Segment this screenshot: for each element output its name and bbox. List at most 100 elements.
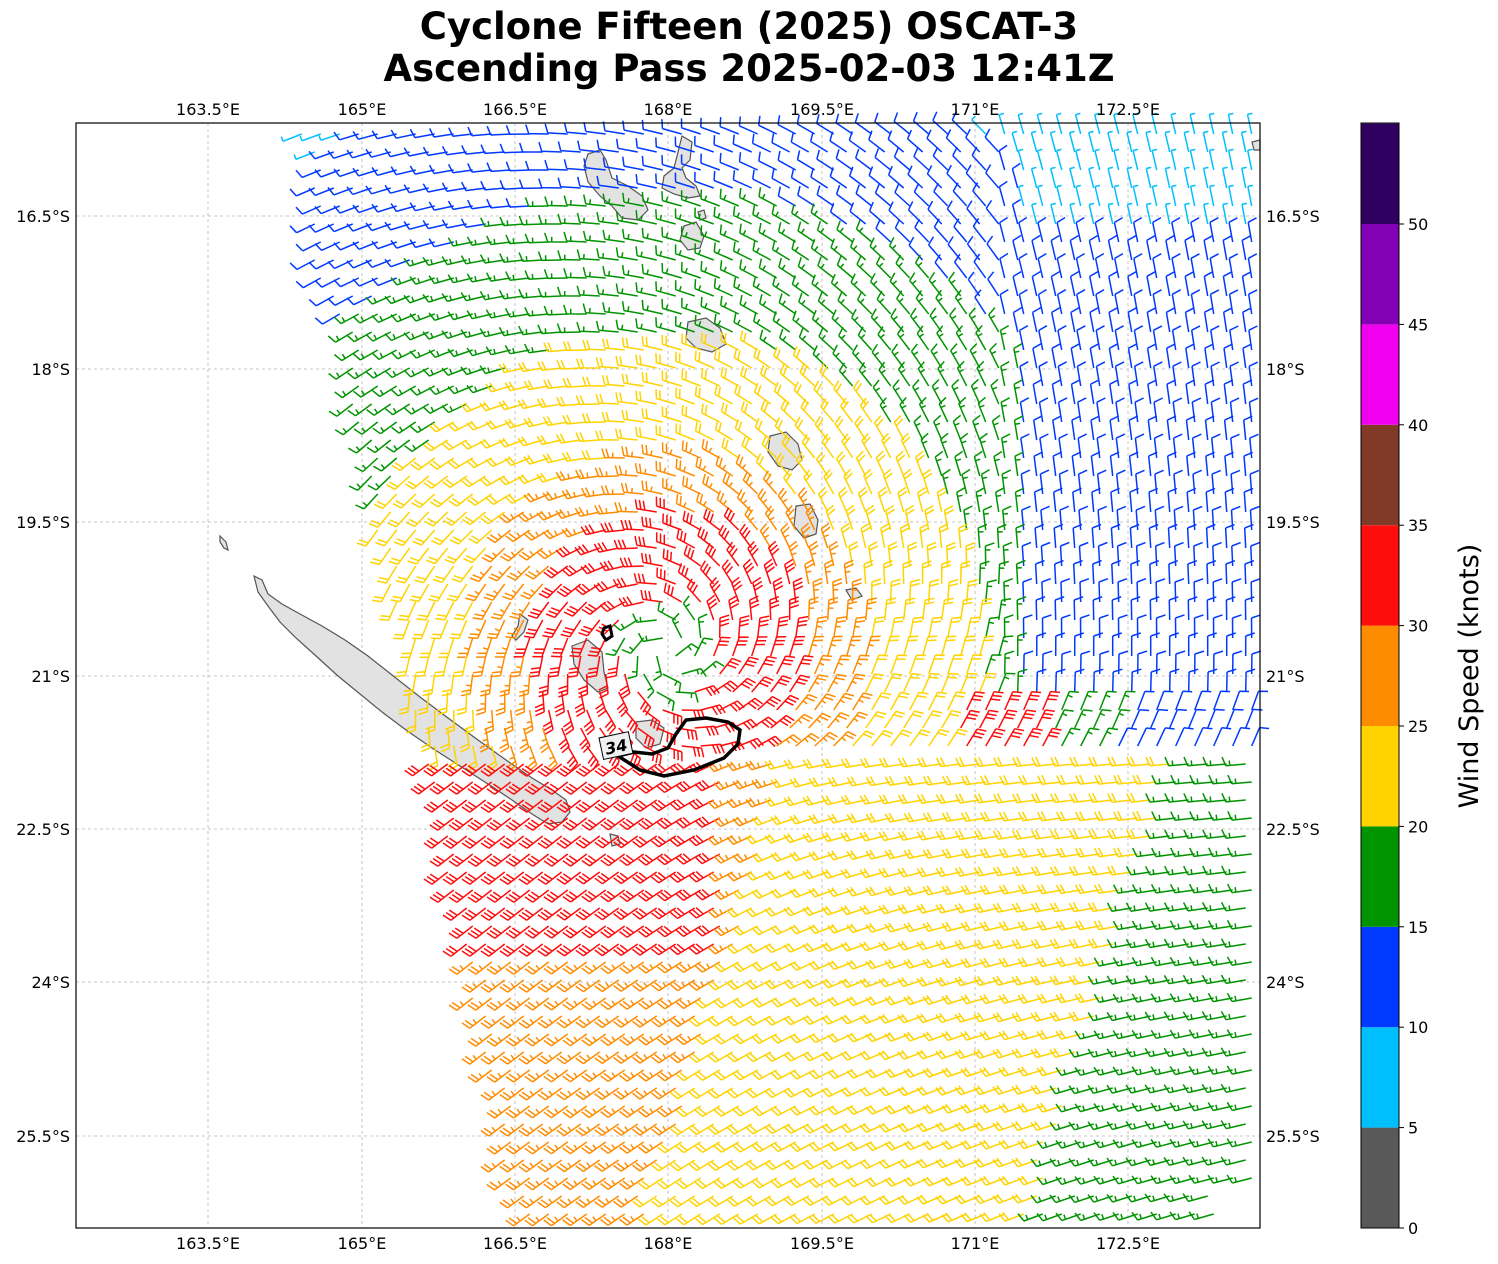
wind-barb: [757, 488, 772, 513]
wind-barb: [719, 117, 739, 135]
wind-barb: [1190, 325, 1201, 351]
wind-barb: [581, 1177, 607, 1191]
wind-barb: [783, 1159, 810, 1171]
colorbar-tick-label: 50: [1408, 215, 1428, 234]
wind-barb: [448, 493, 474, 507]
wind-barb: [803, 469, 816, 495]
wind-barb: [903, 775, 929, 786]
wind-barb: [555, 546, 582, 558]
wind-barb: [865, 1104, 892, 1115]
wind-barb: [1170, 184, 1177, 207]
wind-barb: [1113, 847, 1138, 858]
wind-barb: [1111, 596, 1122, 621]
wind-barb: [543, 232, 568, 243]
wind-barb: [1203, 235, 1213, 261]
wind-barb: [854, 148, 873, 171]
wind-barb: [1039, 433, 1049, 459]
wind-barb: [748, 595, 760, 621]
wind-barb: [801, 433, 816, 459]
wind-barb: [376, 565, 398, 584]
wind-barb: [771, 204, 791, 225]
wind-barb: [1036, 884, 1062, 895]
wind-barb: [1183, 829, 1208, 840]
wind-barb: [429, 853, 455, 867]
wind-barb: [738, 116, 759, 135]
wind-barb: [1191, 397, 1202, 423]
wind-barb: [1204, 415, 1215, 441]
wind-barb: [958, 523, 969, 549]
wind-barb: [694, 1141, 721, 1154]
wind-barb: [764, 943, 791, 954]
wind-barb: [1193, 578, 1204, 603]
wind-barb: [1090, 451, 1101, 477]
wind-barb: [1203, 202, 1209, 225]
wind-barb: [793, 381, 810, 405]
wind-barb: [726, 835, 753, 845]
wind-barb: [576, 249, 600, 261]
wind-barb: [1225, 668, 1237, 693]
wind-barb: [594, 1051, 620, 1065]
wind-barb: [452, 655, 468, 678]
wind-barb: [940, 560, 952, 585]
wind-barb: [1148, 487, 1159, 513]
wind-barb: [732, 816, 758, 827]
wind-barb: [1074, 847, 1100, 858]
wind-barb: [562, 925, 588, 939]
wind-barb: [938, 523, 949, 549]
wind-barb: [600, 1141, 626, 1154]
wind-barb: [1050, 234, 1060, 261]
wind-barb: [656, 727, 676, 746]
wind-barb: [1226, 1065, 1252, 1075]
wind-barb: [289, 223, 316, 234]
wind-barb: [751, 997, 778, 1008]
wind-barb: [758, 151, 778, 171]
wind-barb: [821, 433, 835, 459]
wind-barb: [1149, 559, 1160, 585]
wind-barb: [940, 635, 957, 657]
wind-barb: [1106, 902, 1132, 913]
wind-barb: [487, 745, 498, 772]
wind-barb: [428, 201, 454, 211]
wind-barb: [416, 601, 436, 621]
wind-barb: [1023, 690, 1042, 711]
wind-barb: [960, 1103, 986, 1114]
wind-barb: [884, 1068, 910, 1079]
wind-barb: [1017, 1213, 1043, 1222]
wind-barb: [1125, 902, 1151, 912]
wind-barb: [954, 450, 964, 477]
wind-barb: [505, 1069, 531, 1083]
wind-barb: [816, 185, 835, 207]
wind-barb: [776, 694, 800, 711]
wind-barb: [751, 716, 777, 729]
wind-barb: [913, 183, 930, 207]
wind-barb: [581, 1213, 607, 1227]
wind-barb: [596, 211, 619, 225]
wind-barb: [808, 960, 834, 971]
wind-barb: [1057, 397, 1068, 423]
wind-barb: [1189, 774, 1214, 785]
wind-barb: [993, 756, 1018, 767]
wind-barb: [542, 453, 568, 464]
wind-barb: [739, 330, 759, 351]
wind-barb: [499, 835, 525, 849]
wind-barb: [850, 273, 867, 297]
wind-barb: [1035, 632, 1047, 657]
wind-barb: [479, 438, 506, 449]
wind-barb: [707, 1195, 734, 1208]
wind-barb: [950, 343, 962, 369]
wind-barb: [956, 487, 966, 513]
wind-barb: [1108, 271, 1118, 297]
wind-barb: [827, 1177, 854, 1188]
wind-barb: [1069, 166, 1076, 189]
wind-barb: [855, 450, 867, 477]
wind-barb: [633, 573, 657, 585]
wind-barb: [1145, 793, 1170, 803]
wind-barb: [1055, 148, 1063, 171]
wind-barb: [1208, 184, 1215, 207]
wind-barb: [1109, 451, 1120, 477]
wind-barb: [907, 541, 918, 567]
wind-barb: [663, 582, 683, 603]
wind-barb: [562, 961, 588, 975]
wind-barb: [560, 619, 582, 638]
wind-barb: [997, 635, 1014, 657]
